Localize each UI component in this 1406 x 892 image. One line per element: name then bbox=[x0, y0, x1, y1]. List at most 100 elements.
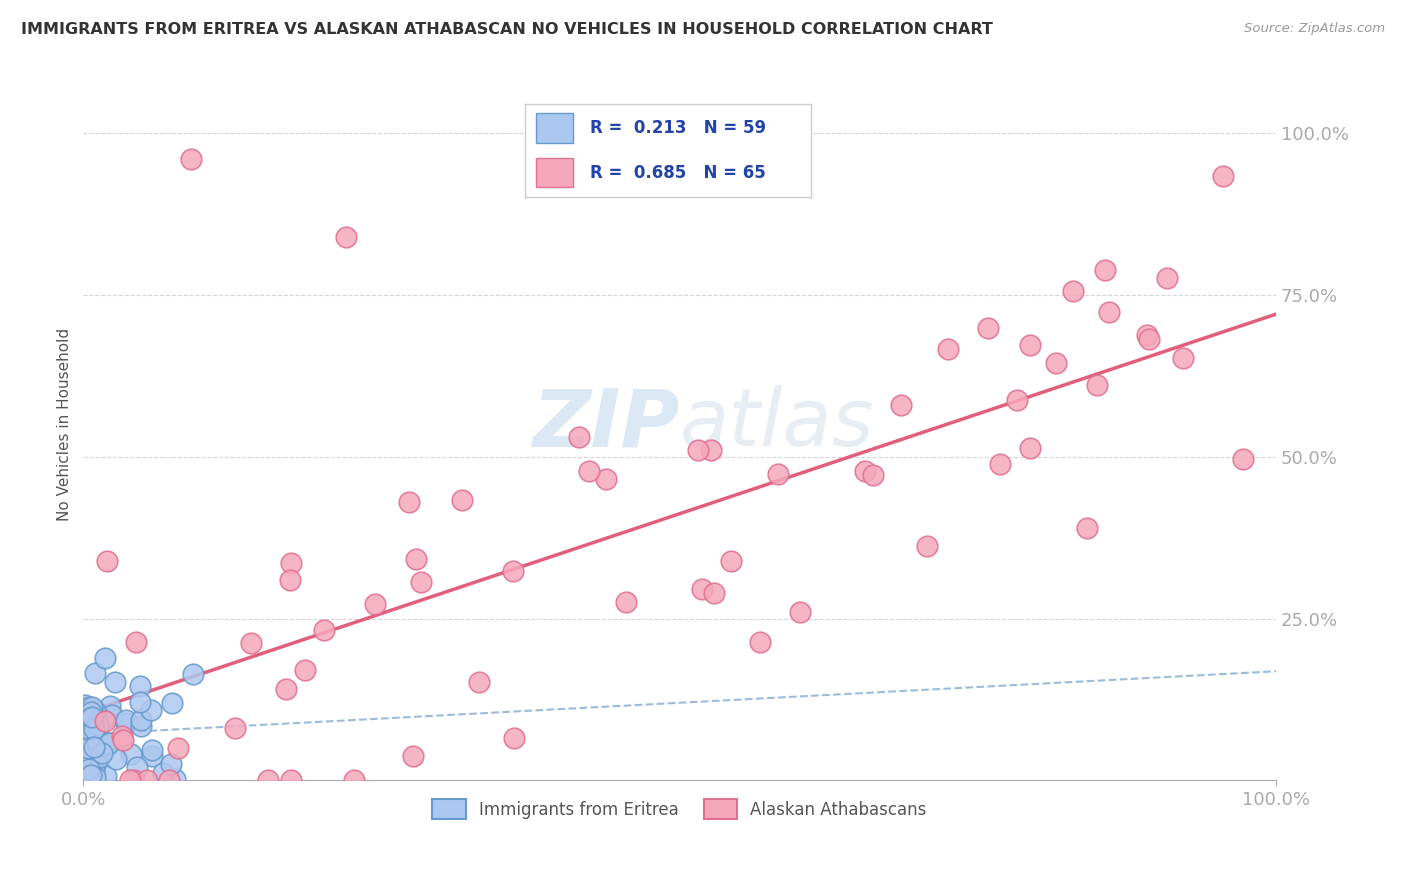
Point bbox=[125, 760, 148, 774]
Point bbox=[80, 763, 103, 777]
Point bbox=[83, 720, 105, 734]
Point bbox=[1156, 271, 1178, 285]
Point bbox=[703, 586, 725, 600]
Point bbox=[79, 711, 101, 725]
Point bbox=[83, 740, 105, 755]
Point bbox=[89, 750, 111, 764]
Point bbox=[278, 573, 301, 587]
Text: Source: ZipAtlas.com: Source: ZipAtlas.com bbox=[1244, 22, 1385, 36]
Point bbox=[917, 539, 939, 553]
Point bbox=[83, 705, 105, 719]
Point bbox=[80, 700, 103, 714]
Point bbox=[1005, 392, 1028, 407]
Point bbox=[405, 551, 427, 566]
Point bbox=[73, 748, 96, 763]
Point bbox=[152, 766, 174, 780]
Point bbox=[79, 737, 101, 751]
Legend: Immigrants from Eritrea, Alaskan Athabascans: Immigrants from Eritrea, Alaskan Athabas… bbox=[426, 793, 934, 825]
Point bbox=[401, 749, 423, 764]
Point bbox=[77, 741, 100, 756]
Point bbox=[122, 773, 145, 788]
Point bbox=[1098, 305, 1121, 319]
Point bbox=[73, 749, 96, 764]
Point bbox=[595, 472, 617, 486]
Point bbox=[115, 715, 138, 730]
Point bbox=[104, 752, 127, 766]
Point bbox=[84, 755, 107, 769]
Point bbox=[120, 747, 142, 761]
Point bbox=[103, 674, 125, 689]
Point bbox=[87, 717, 110, 731]
Point bbox=[128, 695, 150, 709]
Text: IMMIGRANTS FROM ERITREA VS ALASKAN ATHABASCAN NO VEHICLES IN HOUSEHOLD CORRELATI: IMMIGRANTS FROM ERITREA VS ALASKAN ATHAB… bbox=[21, 22, 993, 37]
Point bbox=[93, 714, 115, 729]
Point bbox=[166, 740, 188, 755]
Point bbox=[312, 624, 335, 638]
Point bbox=[97, 738, 120, 752]
Point bbox=[77, 762, 100, 776]
Point bbox=[467, 674, 489, 689]
Point bbox=[568, 430, 591, 444]
Point bbox=[853, 464, 876, 478]
Point bbox=[862, 467, 884, 482]
Point bbox=[274, 681, 297, 696]
Point bbox=[93, 737, 115, 751]
Point bbox=[84, 707, 107, 722]
Point bbox=[181, 667, 204, 681]
Point bbox=[80, 710, 103, 724]
Point bbox=[96, 554, 118, 568]
Point bbox=[700, 443, 723, 458]
Point bbox=[162, 696, 184, 710]
Point bbox=[180, 152, 202, 166]
Point bbox=[451, 493, 474, 508]
Point bbox=[76, 721, 98, 735]
Point bbox=[409, 574, 432, 589]
Point bbox=[120, 773, 142, 788]
Point bbox=[890, 398, 912, 412]
Point bbox=[80, 706, 103, 720]
Point bbox=[76, 735, 98, 749]
Point bbox=[502, 731, 524, 745]
Point bbox=[1018, 441, 1040, 455]
Point bbox=[686, 443, 709, 458]
Point bbox=[141, 749, 163, 764]
Point bbox=[1062, 285, 1084, 299]
Point bbox=[1094, 262, 1116, 277]
Point bbox=[335, 229, 357, 244]
Point bbox=[80, 768, 103, 782]
Text: ZIP: ZIP bbox=[533, 385, 679, 464]
Point bbox=[128, 679, 150, 693]
Point bbox=[280, 773, 302, 788]
Point bbox=[129, 714, 152, 728]
Point bbox=[224, 721, 246, 735]
Point bbox=[160, 756, 183, 771]
Point bbox=[239, 636, 262, 650]
Point bbox=[100, 699, 122, 714]
Point bbox=[364, 597, 387, 611]
Point bbox=[1085, 377, 1108, 392]
Point bbox=[294, 663, 316, 677]
Point bbox=[86, 739, 108, 753]
Point bbox=[766, 467, 789, 482]
Point bbox=[83, 763, 105, 777]
Point bbox=[398, 495, 420, 509]
Point bbox=[690, 582, 713, 596]
Point bbox=[75, 711, 97, 725]
Point bbox=[1212, 169, 1234, 184]
Point bbox=[257, 773, 280, 788]
Point bbox=[1076, 521, 1098, 535]
Text: atlas: atlas bbox=[679, 385, 875, 464]
Point bbox=[101, 708, 124, 723]
Point bbox=[141, 703, 163, 717]
Point bbox=[125, 635, 148, 649]
Point bbox=[720, 554, 742, 568]
Point bbox=[83, 722, 105, 736]
Point bbox=[91, 713, 114, 727]
Point bbox=[1173, 351, 1195, 365]
Point bbox=[86, 732, 108, 747]
Y-axis label: No Vehicles in Household: No Vehicles in Household bbox=[58, 328, 72, 521]
Point bbox=[98, 736, 121, 750]
Point bbox=[73, 698, 96, 713]
Point bbox=[84, 666, 107, 681]
Point bbox=[157, 773, 180, 788]
